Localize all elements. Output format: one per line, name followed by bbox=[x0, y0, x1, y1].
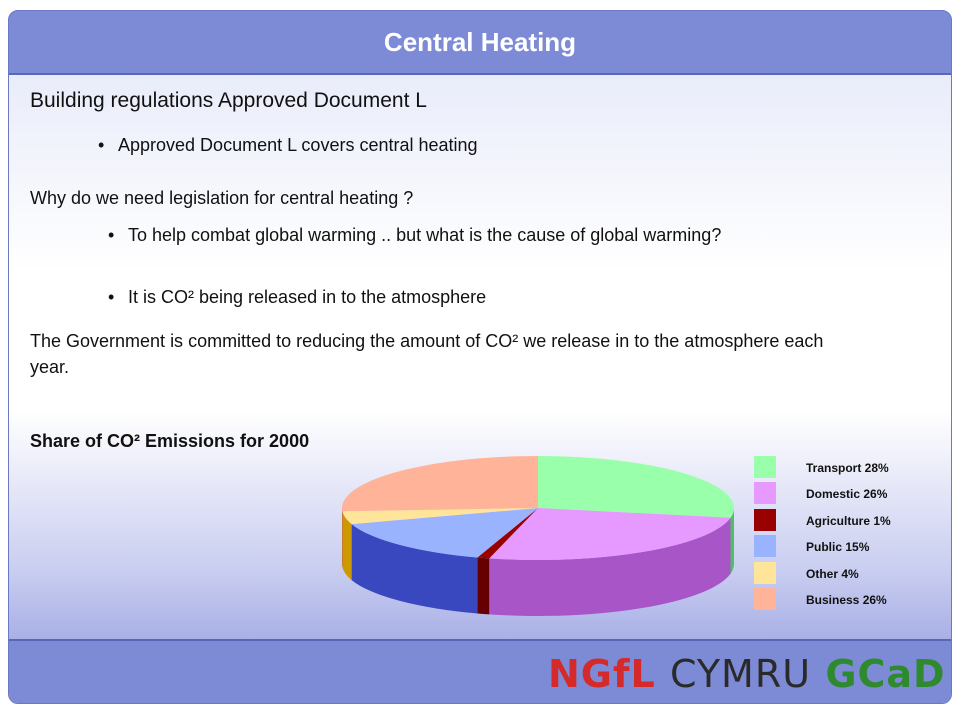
bullet-approved-doc: • Approved Document L covers central hea… bbox=[98, 132, 478, 158]
legend-item-public: Public 15% bbox=[754, 535, 954, 559]
heading: Building regulations Approved Document L bbox=[30, 89, 427, 112]
bullet-text: It is CO² being released in to the atmos… bbox=[128, 287, 487, 307]
bullet-icon: • bbox=[98, 135, 105, 155]
legend-swatch bbox=[754, 588, 776, 610]
legend-label: Transport 28% bbox=[806, 461, 889, 475]
government-paragraph: The Government is committed to reducing … bbox=[30, 331, 824, 377]
legend-item-business: Business 26% bbox=[754, 588, 954, 612]
logo-ngfl: NGfL bbox=[548, 652, 656, 696]
legend-label: Agriculture 1% bbox=[806, 513, 891, 528]
bullet-icon: • bbox=[108, 287, 115, 307]
legend-label: Business 26% bbox=[806, 593, 887, 607]
legend-swatch bbox=[754, 482, 776, 505]
legend-item-domestic: Domestic 26% bbox=[754, 482, 954, 506]
bullet-icon: • bbox=[108, 225, 115, 245]
ngfl-cymru-gcad-logo: NGfL CYMRU GCaD bbox=[548, 652, 946, 696]
legend-label: Domestic 26% bbox=[806, 487, 888, 502]
chart-heading: Share of CO² Emissions for 2000 bbox=[30, 431, 310, 451]
legend-swatch bbox=[754, 456, 776, 478]
bullet-text: To help combat global warming .. but wha… bbox=[128, 225, 722, 245]
legend-item-transport: Transport 28% bbox=[754, 456, 954, 480]
legend-item-agriculture: Agriculture 1% bbox=[754, 508, 954, 533]
legend-label: Public 15% bbox=[806, 540, 870, 555]
footer-bar bbox=[9, 639, 951, 703]
bullet-global-warming: • To help combat global warming .. but w… bbox=[108, 222, 768, 248]
legend-label: Other 4% bbox=[806, 566, 859, 581]
logo-cymru: CYMRU bbox=[669, 652, 812, 696]
legend-swatch bbox=[754, 561, 776, 584]
logo-gcad: GCaD bbox=[825, 652, 946, 696]
bullet-co2: • It is CO² being released in to the atm… bbox=[108, 284, 487, 310]
bullet-text: Approved Document L covers central heati… bbox=[118, 135, 478, 155]
question-text: Why do we need legislation for central h… bbox=[30, 188, 414, 208]
legend-item-other: Other 4% bbox=[754, 561, 954, 586]
legend-swatch bbox=[754, 508, 776, 531]
title-bar: Central Heating bbox=[9, 11, 951, 75]
slide-title: Central Heating bbox=[383, 26, 577, 57]
legend-swatch bbox=[754, 535, 776, 558]
